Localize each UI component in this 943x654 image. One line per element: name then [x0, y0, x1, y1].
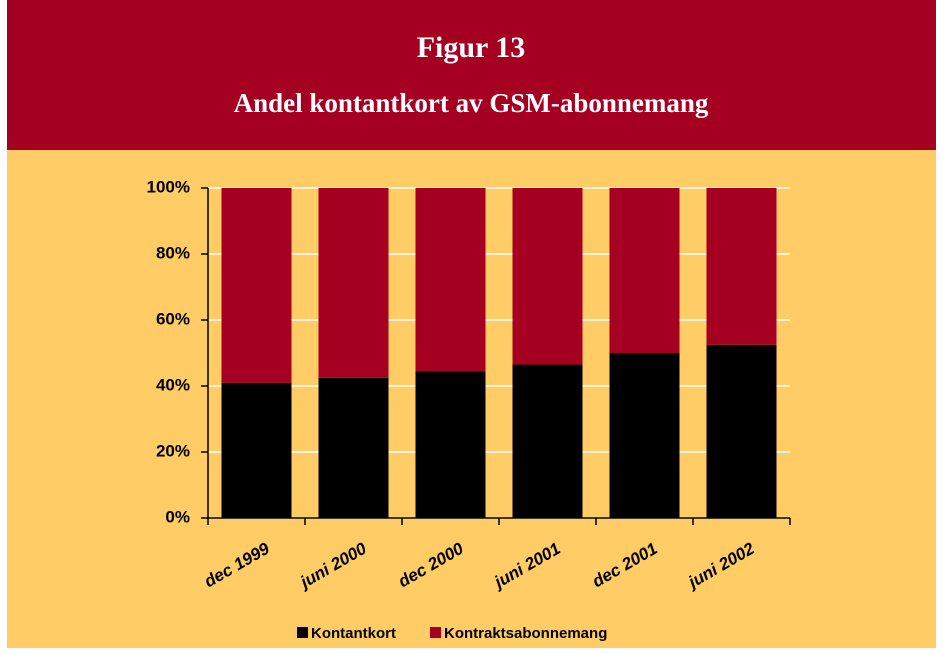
bar-segment: [221, 382, 292, 518]
bar-segment: [512, 364, 583, 518]
bar-segment: [415, 188, 486, 372]
chart-title: Figur 13: [417, 31, 526, 64]
bar-segment: [706, 188, 777, 345]
header-band: [7, 0, 936, 150]
y-tick-label: 100%: [147, 177, 190, 196]
bar-segment: [512, 188, 583, 365]
bar-segment: [221, 188, 292, 383]
y-tick-label: 80%: [156, 243, 190, 262]
bar-segment: [609, 353, 680, 518]
legend-label: Kontantkort: [311, 625, 396, 642]
legend-swatch: [430, 627, 441, 638]
y-tick-label: 40%: [156, 375, 190, 394]
bar-segment: [609, 188, 680, 353]
y-tick-label: 60%: [156, 309, 190, 328]
bar-segment: [706, 344, 777, 518]
bar-segment: [318, 377, 389, 518]
legend-swatch: [297, 627, 308, 638]
chart-subtitle: Andel kontantkort av GSM-abonnemang: [234, 88, 709, 118]
bar-segment: [415, 371, 486, 518]
y-tick-label: 20%: [156, 441, 190, 460]
y-tick-label: 0%: [165, 507, 190, 526]
legend-label: Kontraktsabonnemang: [444, 625, 607, 642]
bar-segment: [318, 188, 389, 378]
